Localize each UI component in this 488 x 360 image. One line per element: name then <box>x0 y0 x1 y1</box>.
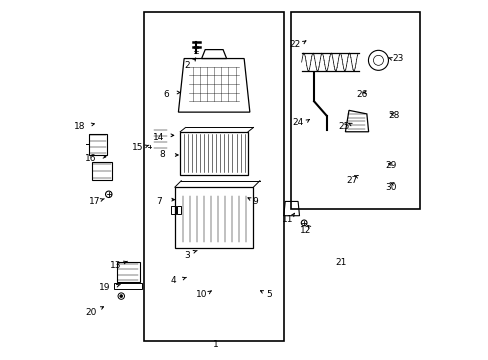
Text: 9: 9 <box>252 197 258 206</box>
Bar <box>144 12 283 341</box>
Text: 24: 24 <box>292 118 303 127</box>
Text: 5: 5 <box>266 290 272 299</box>
Text: 27: 27 <box>346 176 357 185</box>
Text: 7: 7 <box>156 197 162 206</box>
Bar <box>117 262 140 282</box>
Text: 1: 1 <box>213 340 218 349</box>
Text: 25: 25 <box>338 122 349 131</box>
Circle shape <box>356 173 360 176</box>
Text: 22: 22 <box>288 40 300 49</box>
Text: 23: 23 <box>391 54 403 63</box>
Text: 29: 29 <box>385 161 396 170</box>
Circle shape <box>389 159 391 162</box>
Text: 2: 2 <box>184 61 190 70</box>
Text: 26: 26 <box>356 90 367 99</box>
Bar <box>91 162 111 180</box>
Text: 10: 10 <box>196 290 207 299</box>
Text: 14: 14 <box>153 132 164 141</box>
Circle shape <box>389 109 391 112</box>
Text: 8: 8 <box>159 150 165 159</box>
Circle shape <box>120 295 122 297</box>
Bar <box>114 283 142 289</box>
Text: 3: 3 <box>184 251 190 260</box>
Circle shape <box>242 285 246 289</box>
Circle shape <box>190 250 194 254</box>
Text: 18: 18 <box>74 122 86 131</box>
Text: 12: 12 <box>299 225 310 234</box>
Text: 20: 20 <box>85 308 97 317</box>
Text: 6: 6 <box>163 90 168 99</box>
Text: 13: 13 <box>110 261 122 270</box>
Text: 19: 19 <box>99 283 111 292</box>
Bar <box>176 206 181 214</box>
Text: 28: 28 <box>388 111 399 120</box>
Bar <box>171 206 175 214</box>
Text: 4: 4 <box>170 275 176 284</box>
Text: 11: 11 <box>281 215 292 224</box>
Bar <box>89 134 107 155</box>
Text: 30: 30 <box>385 183 396 192</box>
Text: 17: 17 <box>88 197 100 206</box>
Circle shape <box>389 180 391 183</box>
Bar <box>180 132 247 175</box>
Text: 15: 15 <box>131 143 143 152</box>
Text: 21: 21 <box>335 258 346 267</box>
Circle shape <box>366 91 368 94</box>
Text: 16: 16 <box>85 154 97 163</box>
Circle shape <box>212 283 216 286</box>
Bar <box>290 12 419 208</box>
Bar <box>153 128 167 150</box>
Bar <box>175 187 253 248</box>
